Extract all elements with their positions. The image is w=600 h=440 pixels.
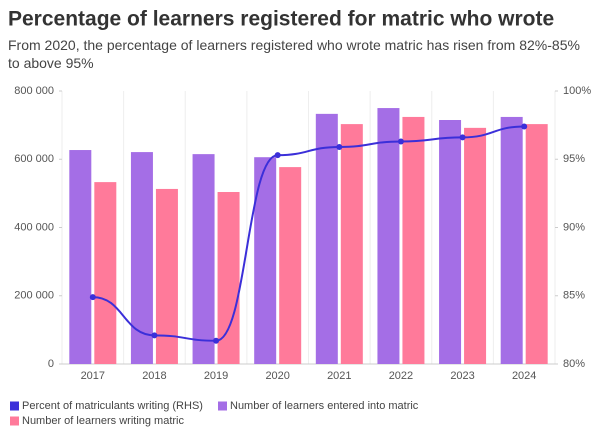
bar [217, 192, 240, 364]
subtitle-box: From 2020, the percentage of learners re… [8, 37, 580, 71]
y-tick-label: 0 [48, 358, 54, 370]
chart-subtitle: From 2020, the percentage of learners re… [8, 37, 580, 71]
bar [525, 124, 548, 364]
x-tick-label: 2021 [327, 370, 351, 382]
y2-tick-label: 85% [563, 290, 585, 302]
bar [279, 167, 302, 364]
y-tick-label: 200 000 [14, 290, 54, 302]
x-tick-label: 2017 [81, 370, 105, 382]
y2-tick-label: 95% [563, 153, 585, 165]
line-point [274, 152, 281, 159]
legend-swatch [10, 401, 19, 411]
bar [439, 120, 462, 364]
line [92, 125, 525, 342]
legend-swatch [10, 416, 19, 426]
y2-tick-label: 100% [563, 85, 591, 97]
y-tick-label: 600 000 [14, 153, 54, 165]
bar [254, 157, 277, 364]
bar [69, 150, 92, 364]
x-tick-label: 2022 [389, 370, 413, 382]
bar [155, 188, 178, 364]
legend-label: Number of learners writing matric [22, 415, 184, 427]
bar [500, 116, 523, 364]
bar [315, 113, 338, 365]
line-point [397, 138, 404, 145]
y-tick-label: 400 000 [14, 221, 54, 233]
legend-label: Percent of matriculants writing (RHS) [22, 400, 203, 412]
x-tick-label: 2019 [204, 370, 228, 382]
line-point [89, 294, 96, 301]
y2-tick-label: 90% [563, 221, 585, 233]
x-tick-label: 2023 [450, 370, 474, 382]
bar [192, 154, 215, 364]
line-point [521, 123, 528, 130]
line-point [151, 332, 158, 339]
bar [94, 182, 117, 364]
line-point [459, 134, 466, 141]
x-tick-label: 2020 [265, 370, 289, 382]
x-tick-label: 2018 [142, 370, 166, 382]
y-tick-label: 800 000 [14, 85, 54, 97]
chart-title: Percentage of learners registered for ma… [8, 8, 554, 31]
legend-swatch [218, 401, 227, 411]
bar [340, 124, 363, 364]
x-tick-label: 2024 [512, 370, 536, 382]
bar [402, 116, 425, 364]
legend-label: Number of learners entered into matric [230, 400, 419, 412]
bar [464, 127, 487, 364]
bar [130, 152, 153, 364]
line-point [336, 143, 343, 150]
line-point [213, 337, 220, 344]
bar [377, 108, 400, 364]
y2-tick-label: 80% [563, 358, 585, 370]
